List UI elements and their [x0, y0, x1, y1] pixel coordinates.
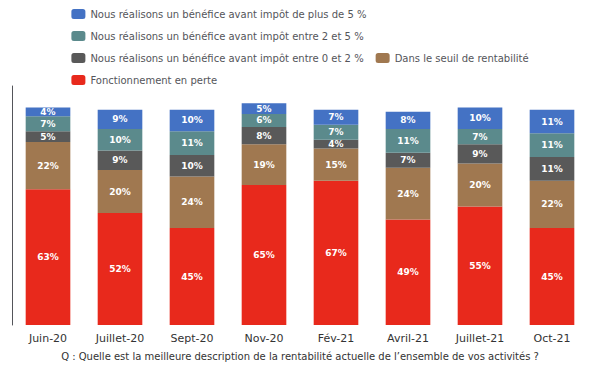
svg-text:19%: 19% — [253, 160, 275, 170]
svg-text:45%: 45% — [541, 272, 563, 282]
svg-text:9%: 9% — [112, 114, 127, 124]
svg-text:8%: 8% — [400, 115, 415, 125]
svg-text:20%: 20% — [469, 180, 491, 190]
svg-text:9%: 9% — [472, 149, 487, 159]
svg-text:11%: 11% — [541, 117, 563, 127]
svg-text:Fév-21: Fév-21 — [318, 332, 355, 345]
svg-text:6%: 6% — [256, 115, 271, 125]
svg-text:7%: 7% — [328, 112, 343, 122]
svg-text:10%: 10% — [109, 135, 131, 145]
svg-text:Juillet-20: Juillet-20 — [95, 332, 144, 345]
svg-text:67%: 67% — [325, 248, 347, 258]
svg-text:11%: 11% — [541, 164, 563, 174]
svg-text:11%: 11% — [397, 136, 419, 146]
svg-text:9%: 9% — [112, 155, 127, 165]
svg-text:45%: 45% — [181, 272, 203, 282]
svg-text:11%: 11% — [181, 138, 203, 148]
svg-text:55%: 55% — [469, 261, 491, 271]
svg-text:Juin-20: Juin-20 — [28, 332, 67, 345]
svg-text:Q : Quelle est la meilleure de: Q : Quelle est la meilleure description … — [61, 351, 539, 362]
svg-text:Sept-20: Sept-20 — [170, 332, 213, 345]
svg-text:10%: 10% — [181, 115, 203, 125]
svg-text:22%: 22% — [541, 199, 563, 209]
svg-text:Nous réalisons un bénéfice ava: Nous réalisons un bénéfice avant impôt e… — [90, 31, 363, 42]
svg-text:4%: 4% — [40, 107, 55, 117]
svg-text:7%: 7% — [400, 155, 415, 165]
svg-text:7%: 7% — [472, 132, 487, 142]
svg-text:Dans le seuil de rentabilité: Dans le seuil de rentabilité — [395, 53, 529, 64]
svg-text:10%: 10% — [469, 113, 491, 123]
svg-text:24%: 24% — [181, 197, 203, 207]
svg-text:7%: 7% — [328, 127, 343, 137]
svg-text:Oct-21: Oct-21 — [534, 332, 571, 345]
svg-text:4%: 4% — [328, 139, 343, 149]
svg-text:20%: 20% — [109, 187, 131, 197]
svg-text:10%: 10% — [181, 161, 203, 171]
svg-text:22%: 22% — [37, 161, 59, 171]
svg-text:5%: 5% — [40, 132, 55, 142]
svg-text:Avril-21: Avril-21 — [387, 332, 429, 345]
svg-text:Fonctionnement en perte: Fonctionnement en perte — [90, 75, 217, 86]
svg-text:15%: 15% — [325, 160, 347, 170]
svg-text:24%: 24% — [397, 189, 419, 199]
svg-text:Nous réalisons un bénéfice ava: Nous réalisons un bénéfice avant impôt e… — [90, 53, 363, 64]
svg-text:5%: 5% — [256, 104, 271, 114]
svg-text:49%: 49% — [397, 267, 419, 277]
svg-text:11%: 11% — [541, 140, 563, 150]
svg-text:Juillet-21: Juillet-21 — [455, 332, 504, 345]
svg-text:Nous réalisons un bénéfice ava: Nous réalisons un bénéfice avant impôt d… — [90, 9, 366, 20]
svg-text:Nov-20: Nov-20 — [244, 332, 283, 345]
svg-text:65%: 65% — [253, 250, 275, 260]
svg-text:7%: 7% — [40, 119, 55, 129]
svg-text:52%: 52% — [109, 264, 131, 274]
svg-text:8%: 8% — [256, 131, 271, 141]
svg-text:63%: 63% — [37, 252, 59, 262]
